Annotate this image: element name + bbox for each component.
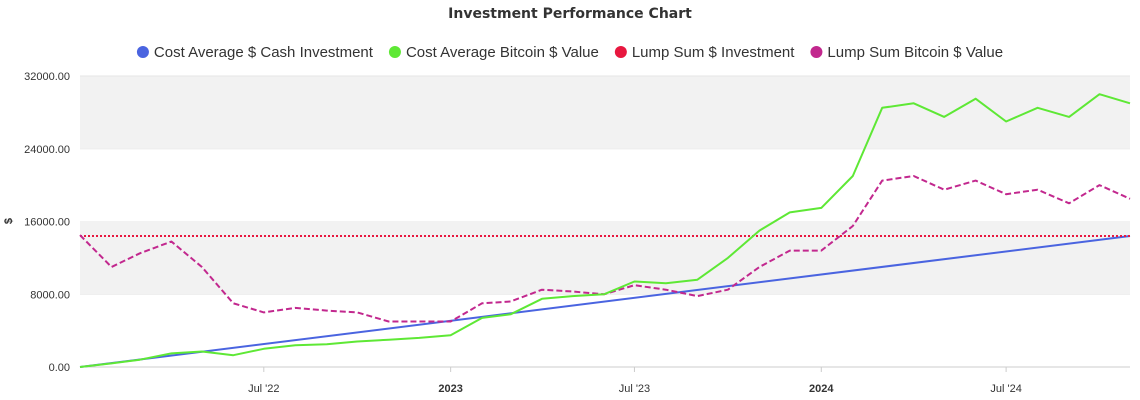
y-tick-label: 16000.00: [24, 217, 70, 229]
y-tick-label: 32000.00: [24, 71, 70, 83]
y-tick-label: 8000.00: [30, 289, 70, 301]
x-axis-ticks: Jul '22 2023 Jul '23 2024 Jul '24: [248, 367, 1022, 395]
x-tick-label: Jul '23: [619, 383, 650, 395]
legend-marker: [388, 46, 401, 58]
legend-item[interactable]: Cost Average Bitcoin $ Value: [388, 44, 599, 61]
grid-band: [80, 148, 1130, 222]
legend[interactable]: Cost Average $ Cash Investment Cost Avera…: [136, 44, 1003, 61]
y-axis-ticks: 0.00 8000.00 16000.00 24000.00 32000.00: [24, 71, 70, 374]
grid-band: [80, 76, 1130, 149]
legend-item[interactable]: Cost Average $ Cash Investment: [136, 44, 374, 61]
legend-marker: [810, 46, 823, 58]
x-tick-label: Jul '24: [990, 383, 1021, 395]
grid-band: [80, 294, 1130, 367]
x-tick-label: 2024: [809, 383, 834, 395]
legend-label: Lump Sum $ Investment: [632, 44, 795, 61]
y-tick-label: 0.00: [49, 362, 70, 374]
x-tick-label: Jul '22: [248, 383, 279, 395]
x-tick-label: 2023: [438, 383, 462, 395]
grid-bands: [80, 75, 1130, 368]
legend-item[interactable]: Lump Sum Bitcoin $ Value: [810, 44, 1003, 61]
grid-band: [80, 221, 1130, 295]
legend-label: Cost Average $ Cash Investment: [154, 44, 374, 61]
y-axis-label: $: [3, 218, 15, 224]
legend-label: Lump Sum Bitcoin $ Value: [827, 44, 1003, 61]
legend-label: Cost Average Bitcoin $ Value: [406, 44, 599, 61]
y-tick-label: 24000.00: [24, 144, 70, 156]
legend-marker: [614, 46, 627, 58]
chart-title: Investment Performance Chart: [448, 6, 692, 22]
series-line[interactable]: [79, 235, 1131, 368]
series-line[interactable]: [79, 93, 1131, 368]
series-layer: [79, 93, 1131, 368]
legend-marker: [136, 46, 149, 58]
legend-item[interactable]: Lump Sum $ Investment: [614, 44, 795, 61]
